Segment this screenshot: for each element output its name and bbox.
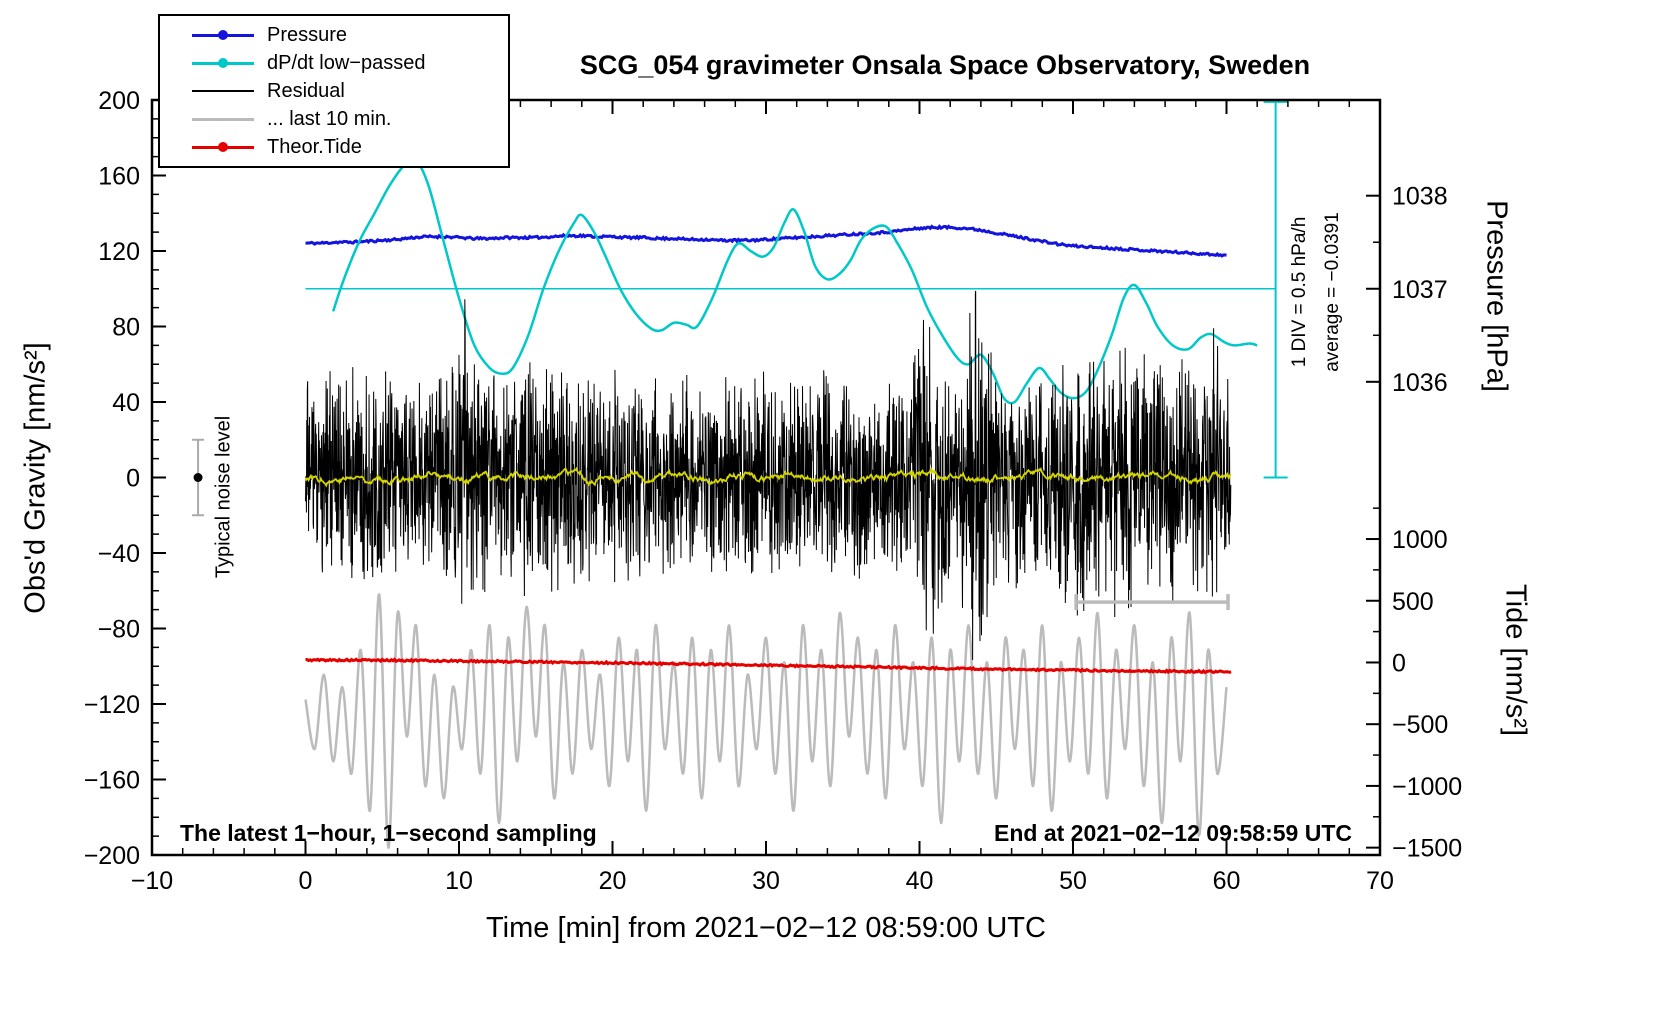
- series-dp-dt-low-passed: [331, 157, 1258, 405]
- legend: Pressure dP/dt low−passed Residual ... l…: [158, 14, 510, 168]
- legend-dot: [218, 58, 228, 68]
- series-theor-tide: [305, 657, 1232, 675]
- legend-item-dpdt: dP/dt low−passed: [160, 50, 508, 76]
- noise-level-label: Typical noise level: [212, 415, 235, 579]
- x-tick-label: 50: [1059, 867, 1087, 895]
- legend-item-theortide: Theor.Tide: [160, 134, 508, 160]
- tide-tick-label: 1000: [1392, 526, 1448, 554]
- tide-axis-label: Tide [nm/s²]: [1499, 583, 1532, 737]
- legend-dot: [218, 30, 228, 40]
- noise-marker-dot: [193, 473, 203, 482]
- y-tick-label: 0: [126, 465, 140, 493]
- pressure-tick-label: 1038: [1392, 183, 1448, 211]
- x-tick-label: −10: [131, 867, 173, 895]
- pressure-axis-label: Pressure [hPa]: [1480, 200, 1513, 392]
- legend-label-pressure: Pressure: [267, 23, 348, 46]
- x-tick-label: 10: [445, 867, 473, 895]
- x-tick-label: 60: [1213, 867, 1241, 895]
- legend-line-dpdt: [192, 58, 254, 68]
- sampling-note: The latest 1−hour, 1−second sampling: [180, 820, 597, 846]
- x-tick-label: 20: [599, 867, 627, 895]
- legend-line-last10: [192, 117, 254, 121]
- pressure-tick-label: 1036: [1392, 369, 1448, 397]
- y-tick-label: 160: [98, 163, 140, 191]
- plot-area: [304, 100, 1288, 849]
- legend-label-dpdt: dP/dt low−passed: [267, 51, 426, 74]
- legend-item-last10: ... last 10 min.: [160, 106, 508, 132]
- y-tick-label: 40: [112, 389, 140, 417]
- series-residual-low-passed: [304, 466, 1232, 488]
- tide-tick-label: 500: [1392, 588, 1434, 616]
- y-tick-label: −80: [98, 616, 140, 644]
- tide-tick-label: −1000: [1392, 773, 1462, 801]
- average-label: average = −0.0391: [1322, 212, 1343, 372]
- tide-tick-label: −500: [1392, 711, 1448, 739]
- legend-item-residual: Residual: [160, 78, 508, 104]
- y-tick-label: −160: [84, 767, 140, 795]
- x-tick-label: 70: [1366, 867, 1394, 895]
- y-tick-label: 80: [112, 314, 140, 342]
- chart-title: SCG_054 gravimeter Onsala Space Observat…: [579, 50, 1311, 80]
- legend-dot: [218, 142, 228, 152]
- y-tick-label: −120: [84, 691, 140, 719]
- legend-line-pressure: [192, 30, 254, 40]
- x-axis-label: Time [min] from 2021−02−12 08:59:00 UTC: [486, 912, 1046, 944]
- y-tick-label: −40: [98, 540, 140, 568]
- legend-line-residual: [192, 90, 254, 92]
- legend-label-residual: Residual: [267, 79, 345, 102]
- left-axis-label: Obs'd Gravity [nm/s²]: [19, 342, 52, 614]
- legend-label-last10: ... last 10 min.: [267, 107, 392, 130]
- y-tick-label: −200: [84, 842, 140, 870]
- x-tick-label: 30: [752, 867, 780, 895]
- x-tick-label: 0: [299, 867, 313, 895]
- legend-label-theortide: Theor.Tide: [267, 135, 362, 158]
- pressure-tick-label: 1037: [1392, 276, 1448, 304]
- series-pressure: [305, 224, 1227, 258]
- legend-line-theortide: [192, 142, 254, 152]
- y-tick-label: 120: [98, 238, 140, 266]
- series-last-10-min: [304, 593, 1228, 849]
- legend-item-pressure: Pressure: [160, 22, 508, 48]
- x-tick-label: 40: [906, 867, 934, 895]
- tide-tick-label: 0: [1392, 649, 1406, 677]
- div-scale-label: 1 DIV = 0.5 hPa/h: [1289, 216, 1310, 368]
- tide-tick-label: −1500: [1392, 835, 1462, 863]
- y-tick-label: 200: [98, 87, 140, 115]
- end-time-note: End at 2021−02−12 09:58:59 UTC: [994, 820, 1352, 846]
